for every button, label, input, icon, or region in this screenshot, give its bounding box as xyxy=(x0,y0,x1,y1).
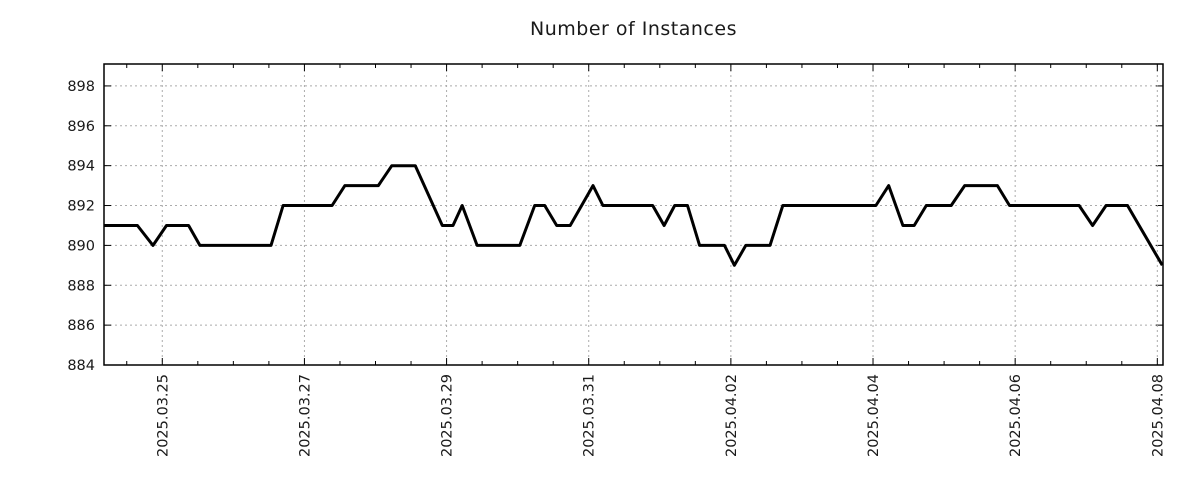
x-tick-label: 2025.03.29 xyxy=(440,374,456,457)
x-tick-label: 2025.03.25 xyxy=(155,374,171,457)
x-tick-label: 2025.03.31 xyxy=(582,374,598,457)
y-tick-label: 884 xyxy=(67,358,95,374)
y-tick-label: 888 xyxy=(67,278,95,294)
series-line-instances xyxy=(104,164,1164,267)
chart-title: Number of Instances xyxy=(530,18,737,40)
y-tick-label: 894 xyxy=(67,159,95,175)
x-tick-label: 2025.04.08 xyxy=(1150,374,1166,457)
plot-border xyxy=(103,63,1164,366)
y-tick-label: 896 xyxy=(67,119,95,135)
x-tick-label: 2025.04.02 xyxy=(724,374,740,457)
x-tick-label: 2025.04.04 xyxy=(866,374,882,457)
y-tick-label: 898 xyxy=(67,79,95,95)
x-tick-label: 2025.04.06 xyxy=(1008,374,1024,457)
y-tick-label: 890 xyxy=(67,238,95,254)
x-tick-label: 2025.03.27 xyxy=(297,374,313,457)
y-tick-label: 892 xyxy=(67,199,95,215)
y-tick-label: 886 xyxy=(67,318,95,334)
